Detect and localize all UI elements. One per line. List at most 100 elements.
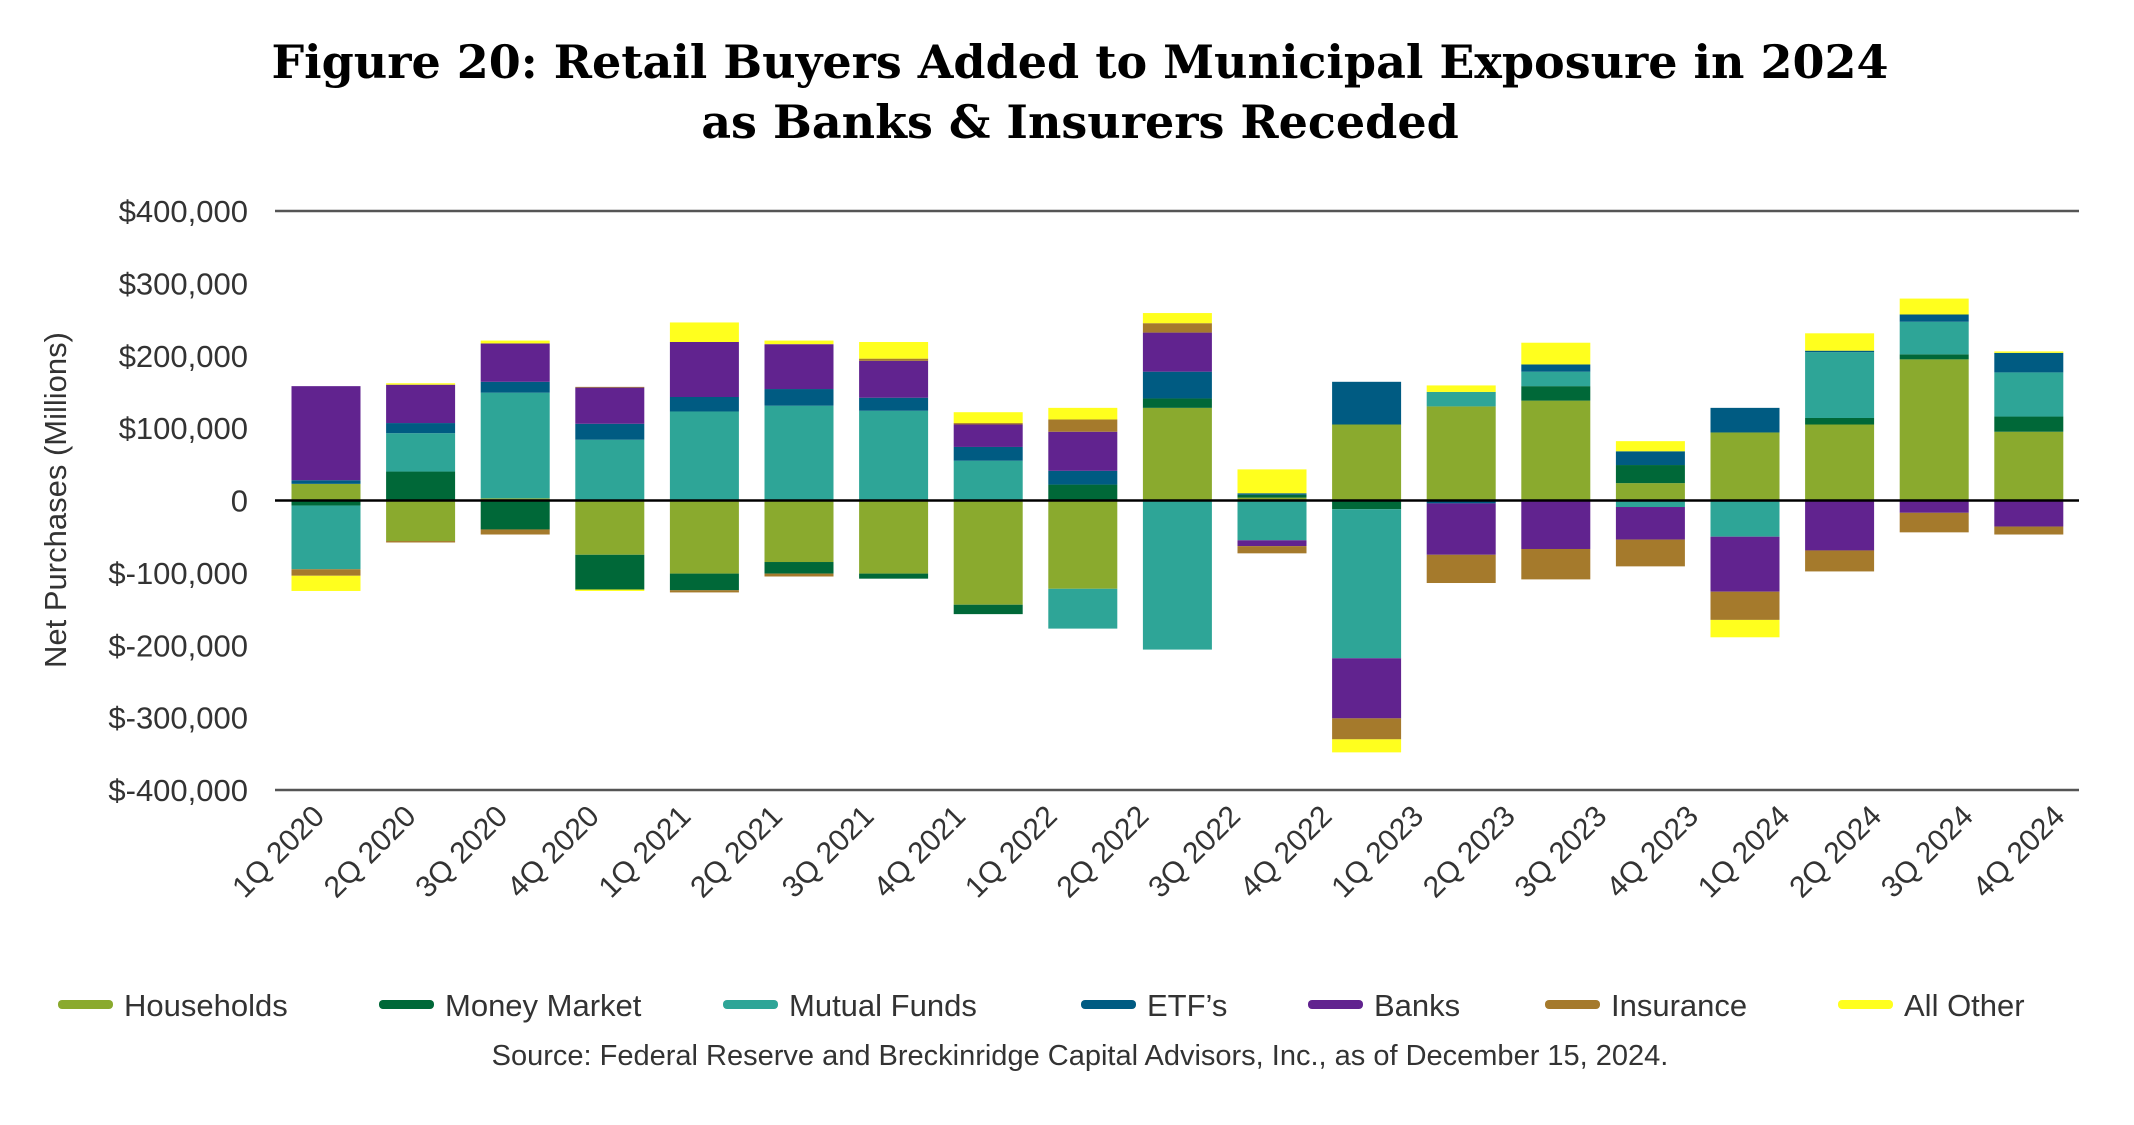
x-tick-label: 2Q 2022: [1051, 800, 1156, 905]
bar-segment-all-other: [1237, 469, 1307, 494]
bar-segment-banks: [953, 424, 1023, 447]
bar-segment-money-market: [1142, 398, 1212, 408]
x-tick-label: 2Q 2021: [684, 800, 789, 905]
bar-segment-banks: [575, 387, 645, 424]
bar-segment-households: [859, 500, 929, 574]
legend-swatch: [1545, 1000, 1600, 1009]
bar-segment-etf-s: [1426, 500, 1496, 504]
legend-label: ETF’s: [1147, 988, 1227, 1023]
y-tick-label: $-200,000: [108, 628, 248, 663]
bar-segment-all-other: [1615, 441, 1685, 452]
bar-segment-money-market: [291, 500, 361, 506]
x-tick-label: 1Q 2022: [959, 800, 1064, 905]
legend-label: Households: [124, 988, 288, 1023]
legend-swatch: [379, 1000, 434, 1009]
bar-segment-all-other: [1426, 385, 1496, 392]
bar-segment-banks: [291, 386, 361, 481]
bar-segment-banks: [1521, 500, 1591, 549]
bar-segment-all-other: [480, 340, 550, 344]
bar-segment-money-market: [1899, 354, 1969, 360]
legend-swatch: [1308, 1000, 1363, 1009]
bar-segment-all-other: [859, 341, 929, 359]
bar-segment-money-market: [1048, 484, 1118, 501]
legend-item: Households: [58, 988, 288, 1023]
x-tick-label: 3Q 2024: [1875, 800, 1980, 905]
bar-stack-3q-2021: [859, 341, 929, 579]
bar-segment-banks: [1142, 332, 1212, 372]
bar-stack-2q-2022: [1142, 313, 1212, 650]
bar-segment-etf-s: [953, 446, 1023, 461]
bar-segment-mutual-funds: [1426, 391, 1496, 407]
bar-segment-money-market: [1805, 417, 1875, 425]
x-tick-label: 1Q 2020: [226, 800, 331, 905]
bar-segment-money-market: [859, 573, 929, 579]
bar-stack-1q-2020: [291, 386, 361, 591]
legend-swatch: [1081, 1000, 1136, 1009]
bar-segment-mutual-funds: [953, 460, 1023, 501]
bar-stack-3q-2024: [1994, 351, 2064, 535]
bar-segment-households: [1426, 406, 1496, 501]
bar-segment-households: [386, 500, 456, 542]
bar-segment-insurance: [953, 423, 1023, 425]
bar-segment-all-other: [669, 322, 739, 342]
x-tick-label: 3Q 2023: [1509, 800, 1614, 905]
bar-stack-2q-2023: [1521, 342, 1591, 580]
bar-stack-1q-2022: [1048, 407, 1118, 629]
bar-segment-insurance: [669, 590, 739, 593]
bar-segment-insurance: [1332, 718, 1402, 740]
bar-segment-households: [764, 500, 834, 563]
source-note: Source: Federal Reserve and Breckinridge…: [492, 1040, 1669, 1072]
legend-item: All Other: [1838, 988, 2025, 1023]
bar-segment-etf-s: [1521, 364, 1591, 372]
y-tick-label: 0: [231, 484, 248, 519]
bar-segment-money-market: [764, 562, 834, 574]
bar-segment-banks: [1237, 540, 1307, 547]
bar-segment-money-market: [575, 554, 645, 590]
bar-segment-money-market: [1521, 386, 1591, 401]
bar-segment-all-other: [1805, 333, 1875, 351]
bar-segment-households: [1048, 500, 1118, 589]
bar-segment-insurance: [1899, 512, 1969, 533]
bar-segment-banks: [1994, 500, 2064, 527]
legend-swatch: [723, 1000, 778, 1009]
bar-segment-money-market: [669, 573, 739, 591]
bar-stack-4q-2021: [953, 412, 1023, 615]
bar-segment-insurance: [1994, 526, 2064, 535]
bar-segment-insurance: [575, 386, 645, 388]
bar-segment-all-other: [1899, 298, 1969, 315]
bar-segment-households: [1521, 400, 1591, 501]
y-tick-label: $400,000: [119, 194, 248, 229]
bar-segment-etf-s: [1710, 407, 1780, 433]
bar-segment-insurance: [386, 541, 456, 543]
x-tick-label: 1Q 2024: [1692, 800, 1797, 905]
bar-segment-all-other: [1332, 739, 1402, 753]
bar-segment-households: [1710, 432, 1780, 501]
bar-segment-etf-s: [1332, 381, 1402, 425]
bar-segment-households: [291, 483, 361, 501]
bar-segment-households: [1237, 497, 1307, 501]
bar-segment-mutual-funds: [1994, 372, 2064, 417]
legend-item: Money Market: [379, 988, 642, 1023]
chart-title: Figure 20: Retail Buyers Added to Munici…: [271, 35, 1888, 89]
legend-item: Banks: [1308, 988, 1460, 1023]
bar-segment-mutual-funds: [575, 439, 645, 501]
bar-stack-3q-2023: [1615, 441, 1685, 567]
legend-label: Mutual Funds: [789, 988, 977, 1023]
bar-segment-banks: [1899, 500, 1969, 513]
bar-segment-etf-s: [1994, 352, 2064, 373]
chart-subtitle: as Banks & Insurers Receded: [701, 95, 1459, 149]
bar-segment-mutual-funds: [1615, 500, 1685, 508]
bar-segment-money-market: [480, 500, 550, 530]
bar-segment-all-other: [1994, 351, 2064, 353]
x-tick-label: 3Q 2022: [1142, 800, 1247, 905]
bar-segment-etf-s: [1237, 493, 1307, 495]
bar-segment-mutual-funds: [1710, 500, 1780, 537]
bar-segment-all-other: [1048, 407, 1118, 420]
bar-stack-1q-2023: [1426, 385, 1496, 584]
bar-segment-banks: [1615, 507, 1685, 540]
bar-segment-mutual-funds: [859, 410, 929, 501]
bar-segment-insurance: [1237, 546, 1307, 554]
bar-stack-2q-2020: [386, 383, 456, 543]
bar-segment-banks: [1710, 536, 1780, 592]
